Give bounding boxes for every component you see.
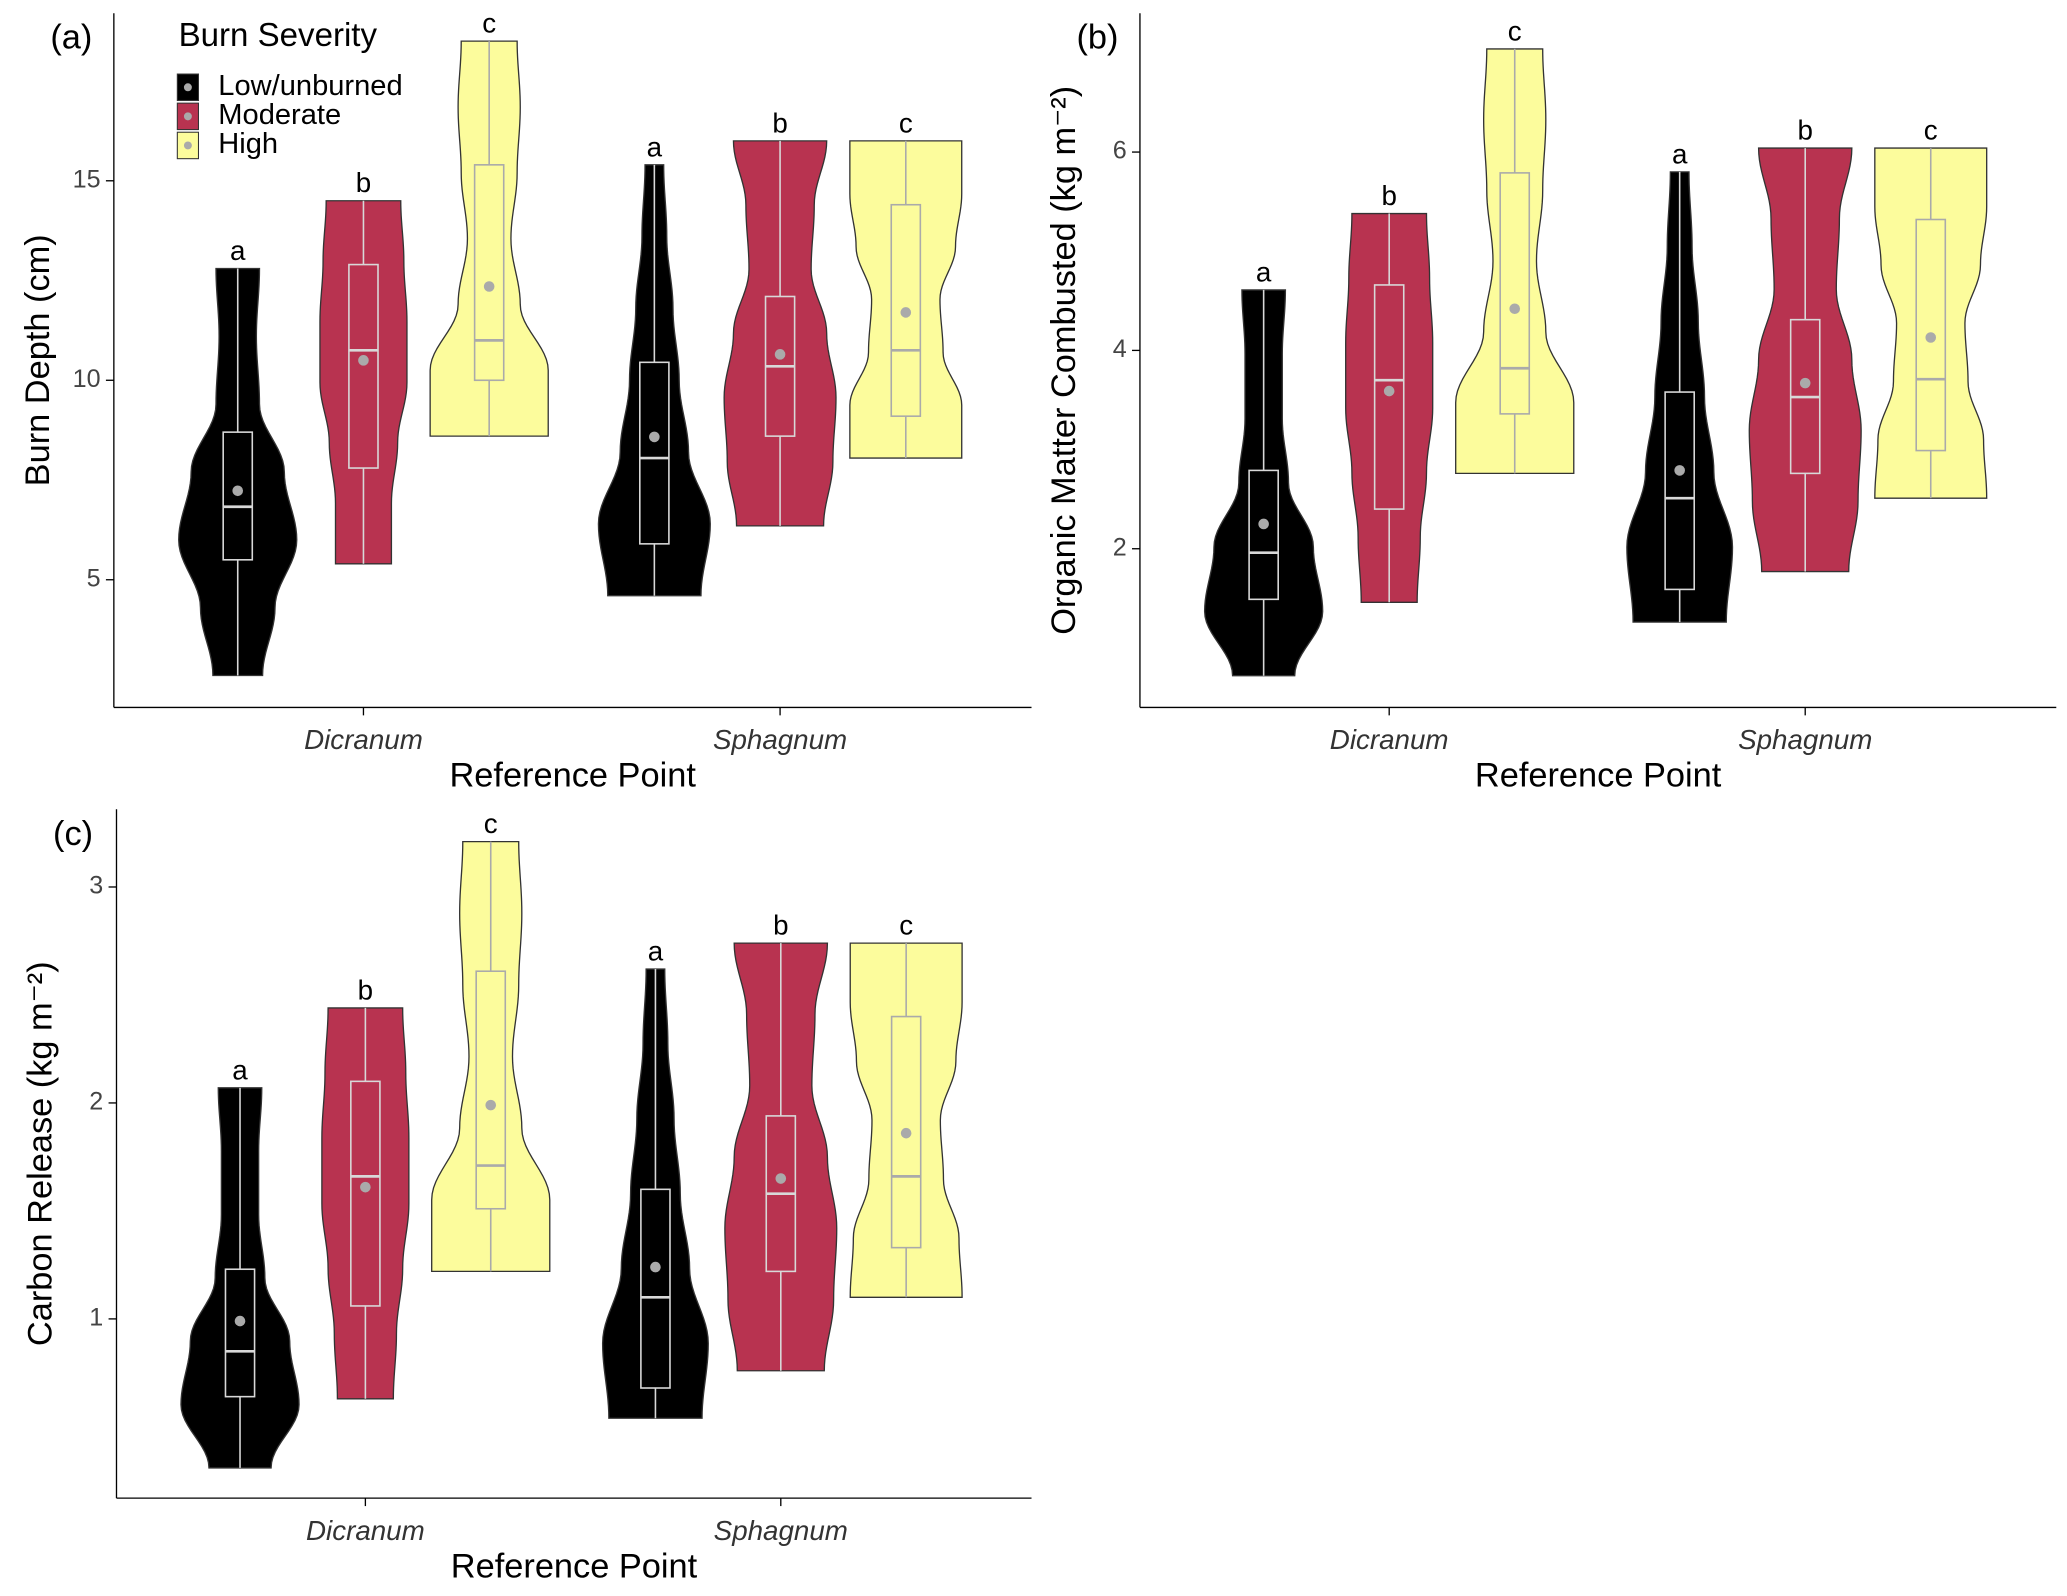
- y-tick-label: 2: [89, 1088, 103, 1116]
- violin-group: c: [1455, 15, 1575, 475]
- y-tick-label: 3: [89, 872, 103, 900]
- violin-group: c: [431, 808, 551, 1273]
- mean-point: [234, 1315, 246, 1327]
- legend-key-point: [183, 112, 192, 121]
- violin-group: b: [724, 910, 838, 1372]
- box: [224, 1268, 256, 1398]
- mean-point: [774, 349, 786, 360]
- y-tick-label: 15: [73, 165, 101, 193]
- group-letter: a: [1256, 256, 1272, 287]
- y-tick-label: 4: [1113, 335, 1127, 363]
- violin-group: b: [1748, 115, 1862, 573]
- box: [473, 164, 505, 382]
- group-letter: c: [484, 808, 498, 839]
- violin-group: b: [723, 107, 837, 527]
- violin-group: b: [319, 167, 408, 565]
- group-letter: b: [358, 974, 373, 1005]
- x-tick-label: Dicranum: [1330, 724, 1449, 755]
- box: [348, 263, 379, 469]
- group-letter: b: [356, 167, 371, 198]
- mean-point: [900, 307, 912, 318]
- panel-label: (a): [50, 19, 92, 57]
- mean-point: [232, 485, 244, 497]
- panel-label: (c): [53, 815, 93, 853]
- box: [640, 1188, 671, 1389]
- group-letter: a: [647, 131, 663, 162]
- mean-point: [1258, 518, 1269, 530]
- group-letter: a: [1672, 138, 1688, 169]
- y-axis-title: Organic Matter Combusted (kg m⁻²): [1045, 86, 1083, 635]
- box: [475, 970, 507, 1210]
- group-letter: a: [230, 235, 246, 266]
- mean-point: [1674, 465, 1685, 476]
- x-axis-title: Reference Point: [1475, 757, 1722, 795]
- mean-point: [360, 1181, 371, 1193]
- legend-label: Low/unburned: [218, 70, 402, 102]
- legend-title: Burn Severity: [179, 17, 378, 54]
- mean-point: [485, 1099, 497, 1111]
- mean-point: [1799, 377, 1811, 389]
- box: [1248, 469, 1279, 601]
- box: [1373, 284, 1405, 510]
- box: [350, 1080, 381, 1307]
- group-letter: c: [1508, 15, 1522, 46]
- x-tick-label: Sphagnum: [714, 1515, 848, 1546]
- group-letter: a: [232, 1054, 248, 1085]
- x-tick-label: Dicranum: [304, 724, 423, 755]
- box: [890, 203, 922, 417]
- violin-group: c: [1874, 115, 1988, 499]
- mean-point: [483, 281, 495, 292]
- x-tick-label: Sphagnum: [1738, 724, 1872, 755]
- box: [1664, 391, 1696, 591]
- y-tick-label: 2: [1113, 533, 1127, 561]
- violin-group: a: [1626, 138, 1734, 623]
- violin-group: a: [180, 1054, 300, 1469]
- group-letter: c: [899, 107, 913, 138]
- x-axis-title: Reference Point: [451, 1547, 698, 1585]
- group-letter: c: [482, 8, 496, 39]
- mean-point: [900, 1127, 912, 1139]
- mean-point: [1383, 385, 1395, 397]
- box: [1499, 172, 1531, 415]
- legend-label: High: [218, 128, 278, 160]
- mean-point: [649, 431, 660, 443]
- mean-point: [1925, 332, 1937, 343]
- group-letter: b: [1797, 115, 1812, 146]
- y-tick-label: 5: [87, 564, 101, 592]
- violin-group: a: [597, 131, 711, 597]
- group-letter: c: [1924, 115, 1938, 146]
- mean-point: [650, 1261, 661, 1273]
- violin-group: c: [429, 8, 549, 437]
- group-letter: b: [772, 107, 787, 138]
- violin-group: a: [1203, 256, 1324, 677]
- x-tick-label: Dicranum: [306, 1515, 425, 1546]
- legend-key-point: [183, 83, 192, 92]
- mean-point: [1509, 303, 1521, 315]
- mean-point: [358, 355, 369, 366]
- y-tick-label: 10: [73, 365, 101, 393]
- violin-group: a: [601, 936, 709, 1419]
- group-letter: b: [1381, 180, 1396, 211]
- violin-group: c: [849, 910, 963, 1298]
- violin-group: b: [1345, 180, 1434, 603]
- legend-label: Moderate: [218, 99, 341, 131]
- mean-point: [775, 1173, 787, 1184]
- group-letter: b: [773, 910, 788, 941]
- box: [639, 361, 670, 545]
- legend-key-point: [183, 141, 192, 150]
- group-letter: a: [648, 936, 664, 967]
- y-tick-label: 6: [1113, 137, 1127, 165]
- violin-group: c: [849, 107, 963, 459]
- x-axis-title: Reference Point: [449, 757, 696, 795]
- y-axis-title: Carbon Release (kg m⁻²): [22, 961, 60, 1346]
- violin-group: b: [321, 974, 410, 1400]
- group-letter: c: [899, 910, 913, 941]
- violin-group: a: [178, 235, 298, 677]
- y-axis-title: Burn Depth (cm): [19, 234, 57, 486]
- panel-label: (b): [1076, 19, 1118, 57]
- x-tick-label: Sphagnum: [713, 724, 847, 755]
- y-tick-label: 1: [89, 1304, 103, 1332]
